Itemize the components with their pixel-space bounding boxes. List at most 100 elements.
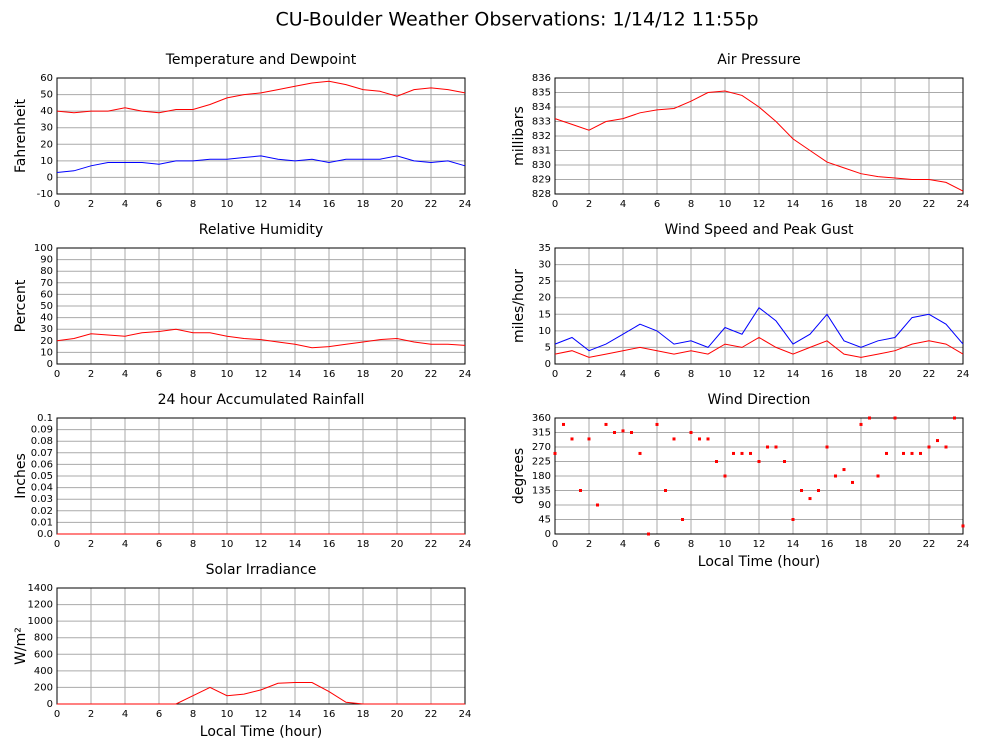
data-point	[774, 445, 778, 449]
x-tick-label: 24	[957, 539, 970, 550]
data-point	[961, 524, 965, 528]
y-tick-label: 0.08	[31, 436, 53, 447]
data-point	[579, 489, 582, 492]
y-axis-label: Fahrenheit	[13, 98, 29, 173]
x-tick-label: 8	[688, 539, 694, 550]
data-point	[868, 416, 871, 420]
x-tick-label: 16	[821, 199, 834, 210]
data-point	[936, 439, 939, 443]
y-tick-label: 0.01	[31, 517, 53, 528]
x-tick-label: 6	[654, 199, 660, 210]
y-tick-label: 0.07	[31, 448, 53, 459]
data-point	[672, 437, 676, 441]
x-tick-label: 14	[289, 199, 302, 210]
x-tick-label: 18	[357, 199, 370, 210]
data-line	[554, 336, 964, 358]
data-point	[613, 431, 616, 434]
data-point	[910, 451, 914, 455]
x-tick-label: 18	[357, 709, 370, 720]
x-tick-label: 8	[688, 369, 694, 380]
x-tick-label: 10	[221, 539, 234, 550]
y-tick-label: 0.09	[31, 425, 53, 436]
x-tick-label: 6	[654, 539, 660, 550]
y-tick-label: 40	[40, 313, 53, 324]
y-tick-label: 90	[40, 255, 53, 266]
panel-title: 24 hour Accumulated Rainfall	[158, 392, 365, 408]
x-tick-label: 20	[889, 539, 902, 550]
x-tick-label: 22	[923, 199, 936, 210]
y-tick-label: 0.04	[31, 483, 53, 494]
y-tick-label: 0	[545, 359, 551, 370]
x-tick-label: 2	[586, 369, 592, 380]
y-tick-label: 830	[532, 160, 551, 171]
y-tick-label: 25	[538, 276, 551, 287]
x-tick-label: 0	[54, 199, 60, 210]
y-tick-label: 0.0	[37, 529, 53, 540]
x-axis-label: Local Time (hour)	[200, 724, 322, 740]
x-tick-label: 14	[787, 369, 800, 380]
x-tick-label: 12	[753, 199, 766, 210]
y-tick-label: 600	[34, 649, 53, 660]
data-point	[706, 437, 710, 441]
data-point	[902, 451, 905, 455]
x-tick-label: 6	[156, 709, 162, 720]
x-tick-label: 12	[753, 369, 766, 380]
x-tick-label: 10	[221, 369, 234, 380]
x-tick-label: 20	[889, 369, 902, 380]
data-point	[647, 532, 650, 536]
y-tick-label: 0.02	[31, 506, 53, 517]
data-point	[638, 451, 642, 455]
x-tick-label: 22	[425, 369, 438, 380]
data-point	[562, 422, 565, 426]
data-point	[893, 416, 897, 420]
y-tick-label: 829	[532, 175, 551, 186]
y-tick-label: 0	[545, 529, 551, 540]
x-tick-label: 16	[821, 539, 834, 550]
x-tick-label: 8	[190, 369, 196, 380]
x-tick-label: 2	[88, 539, 94, 550]
data-line	[56, 155, 466, 173]
data-point	[783, 460, 786, 463]
data-point	[715, 460, 718, 463]
data-point	[791, 518, 795, 521]
x-tick-label: 2	[88, 369, 94, 380]
x-tick-label: 12	[753, 539, 766, 550]
x-tick-label: 4	[620, 539, 626, 550]
plot-frame	[554, 247, 964, 365]
y-tick-label: 0	[47, 699, 53, 710]
x-tick-label: 12	[255, 709, 268, 720]
panel-title: Solar Irradiance	[206, 562, 317, 578]
data-line	[554, 90, 964, 192]
y-tick-label: 45	[538, 515, 551, 526]
y-tick-label: 30	[40, 123, 53, 134]
data-point	[927, 445, 931, 449]
x-tick-label: 10	[719, 369, 732, 380]
x-tick-label: 6	[156, 369, 162, 380]
x-tick-label: 18	[855, 199, 868, 210]
x-tick-label: 20	[391, 199, 404, 210]
x-tick-label: 0	[54, 369, 60, 380]
y-tick-label: 135	[532, 486, 551, 497]
x-tick-label: 20	[391, 369, 404, 380]
data-point	[953, 416, 956, 420]
y-tick-label: 200	[34, 682, 53, 693]
x-tick-label: 0	[54, 539, 60, 550]
y-tick-label: 15	[538, 309, 551, 320]
y-axis-label: Percent	[13, 279, 29, 332]
x-tick-label: 24	[459, 539, 472, 550]
x-tick-label: 22	[923, 369, 936, 380]
y-tick-label: 1200	[28, 600, 53, 611]
data-line	[554, 306, 964, 352]
x-tick-label: 22	[425, 199, 438, 210]
y-tick-label: 832	[532, 131, 551, 142]
data-point	[689, 431, 693, 434]
y-tick-label: 100	[34, 243, 53, 254]
y-tick-label: 20	[538, 293, 551, 304]
data-point	[817, 489, 820, 492]
x-tick-label: 24	[459, 369, 472, 380]
x-tick-label: 18	[855, 369, 868, 380]
x-tick-label: 18	[855, 539, 868, 550]
x-tick-label: 16	[323, 539, 336, 550]
plot-frame	[554, 77, 964, 195]
data-point	[587, 437, 591, 441]
